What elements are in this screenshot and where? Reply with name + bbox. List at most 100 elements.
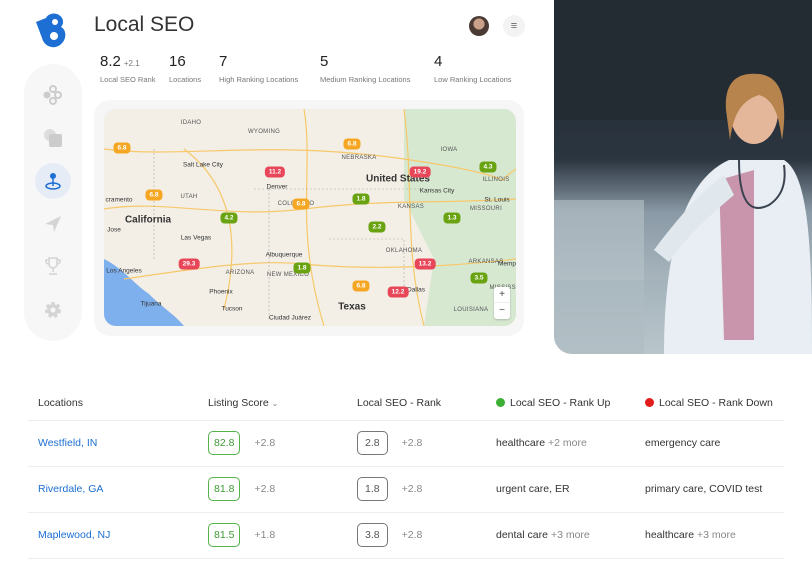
map-label: Salt Lake City xyxy=(182,161,224,169)
map-label: IOWA xyxy=(440,147,458,153)
apps-icon xyxy=(43,85,62,105)
map-label: Dallas xyxy=(406,286,426,294)
map-label: United States xyxy=(366,173,430,185)
map[interactable]: IDAHO WYOMING NEBRASKA IOWA ILLINOIS Salt Lak… xyxy=(104,109,516,326)
map-marker-high[interactable]: 1.3 xyxy=(443,212,461,224)
table-row: Westfield, IN 82.8 +2.8 2.8 +2.8 healthcar… xyxy=(28,420,784,467)
rank-cell: 1.8 +2.8 xyxy=(347,466,486,513)
sidebar-item-settings[interactable] xyxy=(35,292,71,328)
listing-score-badge: 82.8 xyxy=(208,431,241,455)
location-link[interactable]: Riverdale, GA xyxy=(38,483,104,495)
table-row: Maplewood, NJ 81.5 +1.8 3.8 +2.8 dental ca… xyxy=(28,512,784,559)
rank-up-keywords: urgent care, ER xyxy=(496,483,570,495)
rank-up-keywords: healthcare xyxy=(496,437,546,449)
rank-up-cell: dental care +3 more xyxy=(486,512,635,559)
sidebar-item-layers[interactable] xyxy=(35,120,71,156)
map-label: Albuquerque xyxy=(265,251,303,259)
map-label: California xyxy=(124,214,172,226)
rank-badge: 2.8 xyxy=(357,431,388,455)
map-marker-high[interactable]: 3.5 xyxy=(470,272,488,284)
sidebar-item-apps[interactable] xyxy=(35,77,71,113)
map-marker-medium[interactable]: 6.8 xyxy=(343,138,361,150)
map-label: St. Louis xyxy=(484,196,510,204)
map-marker-low[interactable]: 13.2 xyxy=(414,258,436,270)
map-marker-medium[interactable]: 6.8 xyxy=(292,198,310,210)
sidebar-item-send[interactable] xyxy=(35,206,71,242)
map-marker-medium[interactable]: 6.8 xyxy=(352,280,370,292)
map-label: KANSAS xyxy=(397,204,425,210)
score-delta: +1.8 xyxy=(254,529,276,541)
green-dot-icon xyxy=(496,397,505,407)
doctor-photo xyxy=(554,0,812,354)
doctor-illustration xyxy=(554,0,812,354)
sidebar-item-locations[interactable] xyxy=(35,163,71,199)
col-rank-down: Local SEO - Rank Down xyxy=(635,386,784,421)
location-link[interactable]: Maplewood, NJ xyxy=(38,529,111,541)
map-marker-low[interactable]: 19.2 xyxy=(409,166,431,178)
map-zoom-control: + − xyxy=(494,287,510,319)
listing-score-label: Listing Score xyxy=(208,396,269,409)
zoom-out-button[interactable]: − xyxy=(494,302,510,318)
rank-down-keywords: emergency care xyxy=(645,437,721,449)
brand-logo xyxy=(36,13,66,48)
map-label: Tucson xyxy=(221,305,243,313)
trophy-icon xyxy=(45,257,61,275)
sort-chevron-icon: ⌄ xyxy=(271,398,279,408)
map-label: Tijuana xyxy=(140,300,162,308)
hamburger-icon: ≡ xyxy=(510,20,518,32)
rank-up-label: Local SEO - Rank Up xyxy=(510,396,611,409)
user-avatar[interactable] xyxy=(469,16,489,36)
map-label: Denver xyxy=(266,183,288,191)
rank-down-more[interactable]: +3 more xyxy=(697,529,736,541)
listing-score-cell: 81.8 +2.8 xyxy=(198,466,347,513)
rank-delta: +2.8 xyxy=(401,437,423,449)
locations-table: Locations Listing Score ⌄ Local SEO - Ra… xyxy=(28,386,784,559)
map-marker-high[interactable]: 1.8 xyxy=(352,193,370,205)
rank-down-cell: emergency care xyxy=(635,420,784,467)
red-dot-icon xyxy=(645,397,654,407)
map-label: ARIZONA xyxy=(225,270,255,276)
map-label: Los Angeles xyxy=(106,267,142,275)
col-rank-up: Local SEO - Rank Up xyxy=(486,386,635,421)
map-label: Phoenix xyxy=(209,288,233,296)
map-label: OKLAHOMA xyxy=(385,248,423,254)
listing-score-badge: 81.8 xyxy=(208,477,241,501)
map-marker-medium[interactable]: 6.8 xyxy=(145,189,163,201)
map-label: ILLINOIS xyxy=(482,177,510,183)
sidebar-item-trophy[interactable] xyxy=(35,248,71,284)
map-label: Memp xyxy=(497,260,516,268)
map-label: Jose xyxy=(107,226,121,234)
stat-medium-ranking: 5 Medium Ranking Locations xyxy=(320,53,411,84)
rank-up-more[interactable]: +2 more xyxy=(548,437,587,449)
rank-down-cell: healthcare +3 more xyxy=(635,512,784,559)
layers-icon xyxy=(44,129,62,147)
col-locations: Locations xyxy=(28,386,198,421)
map-marker-high[interactable]: 4.3 xyxy=(479,161,497,173)
rank-up-cell: healthcare +2 more xyxy=(486,420,635,467)
map-marker-low[interactable]: 12.2 xyxy=(387,286,409,298)
map-pin-icon xyxy=(45,173,61,190)
map-marker-low[interactable]: 29.3 xyxy=(178,258,200,270)
menu-button[interactable]: ≡ xyxy=(503,15,525,37)
map-marker-medium[interactable]: 6.8 xyxy=(113,142,131,154)
map-marker-low[interactable]: 11.2 xyxy=(264,166,286,178)
send-icon xyxy=(45,216,61,232)
col-rank: Local SEO - Rank xyxy=(347,386,486,421)
map-label: NEBRASKA xyxy=(341,155,377,161)
map-label: LOUISIANA xyxy=(453,307,489,313)
map-label: cramento xyxy=(105,196,133,204)
listing-score-cell: 81.5 +1.8 xyxy=(198,512,347,559)
zoom-in-button[interactable]: + xyxy=(499,289,505,300)
map-marker-high[interactable]: 2.2 xyxy=(368,221,386,233)
score-delta: +2.8 xyxy=(254,437,276,449)
rank-up-more[interactable]: +3 more xyxy=(550,529,590,541)
rank-cell: 2.8 +2.8 xyxy=(347,420,486,467)
col-listing-score[interactable]: Listing Score ⌄ xyxy=(198,386,347,421)
map-marker-high[interactable]: 1.8 xyxy=(293,262,311,274)
rank-down-label: Local SEO - Rank Down xyxy=(659,396,773,409)
map-label: ARKANSAS xyxy=(468,259,504,265)
map-marker-high[interactable]: 4.2 xyxy=(220,212,238,224)
stat-local-seo-rank: 8.2 +2.1 Local SEO Rank xyxy=(100,53,156,84)
location-link[interactable]: Westfield, IN xyxy=(38,437,98,449)
map-label: WYOMING xyxy=(247,129,281,135)
